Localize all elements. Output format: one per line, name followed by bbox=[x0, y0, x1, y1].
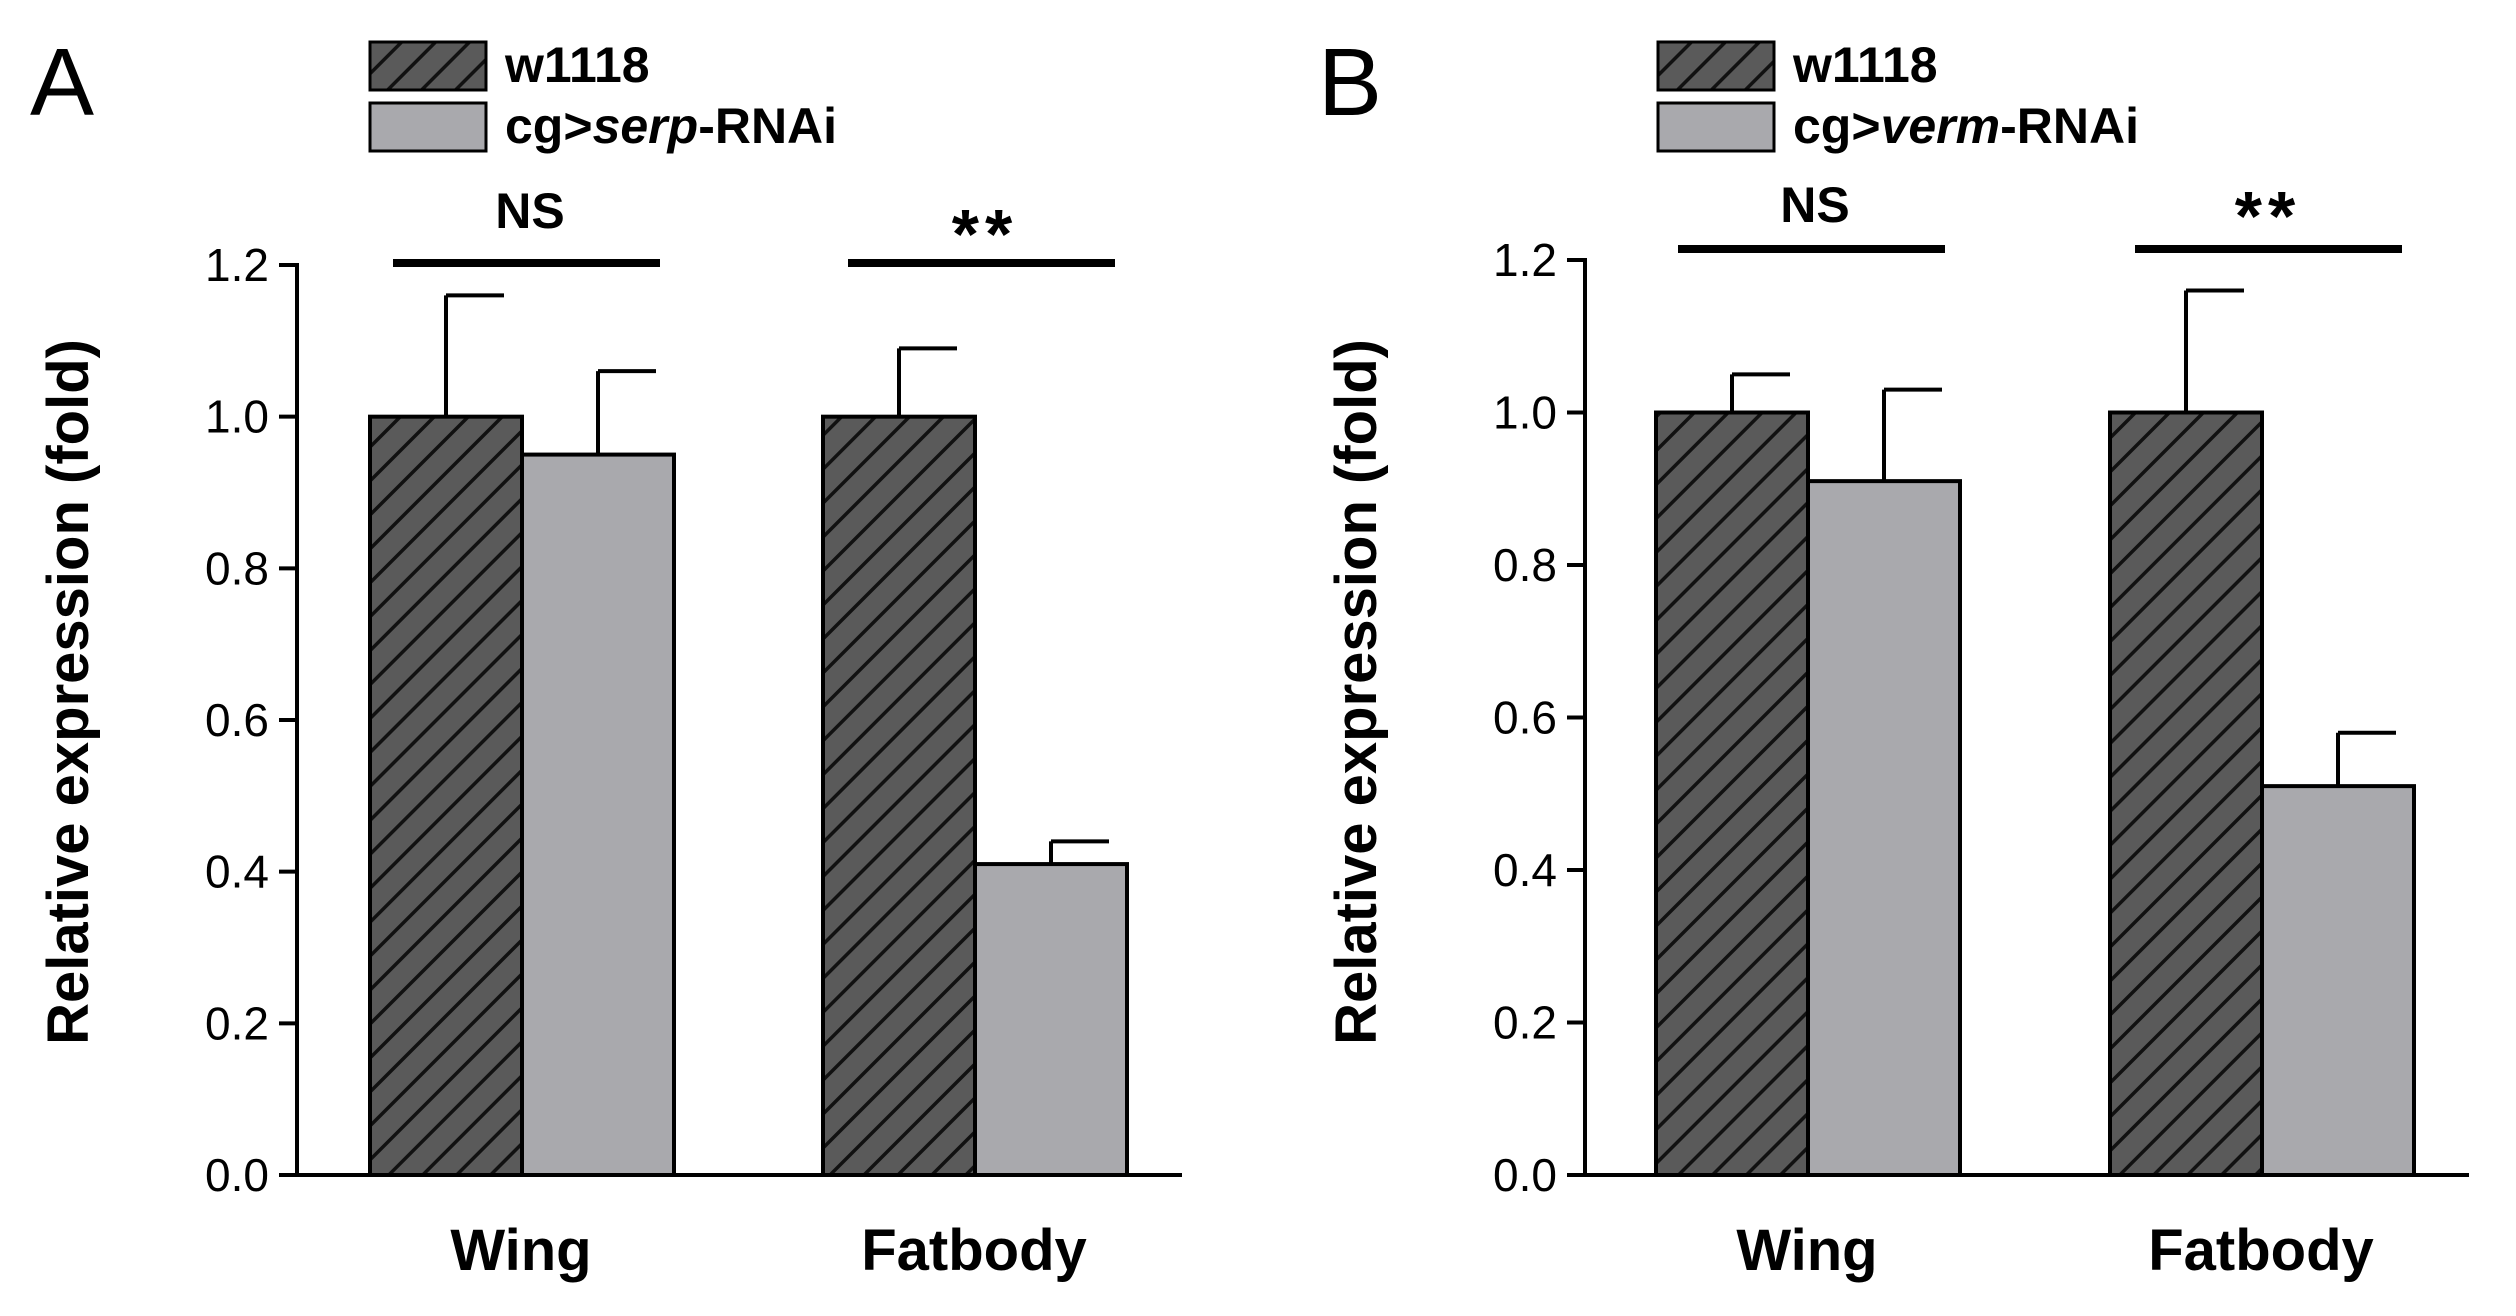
panel-b-wing-w1118-bar bbox=[1654, 410, 1810, 1177]
panel-b-legend-rnai-suffix: -RNAi bbox=[2000, 98, 2139, 154]
panel-b-wing-rnai-bar bbox=[1806, 479, 1962, 1177]
panel-b-bars bbox=[1654, 288, 2416, 1177]
panel-a: A w1118 cg>serp-RNAi Relative expression… bbox=[30, 29, 1182, 1283]
panel-a-fatbody-w1118-bar bbox=[821, 414, 977, 1177]
panel-a-legend: w1118 cg>serp-RNAi bbox=[368, 37, 837, 154]
panel-b-y-tick-label-0: 0.0 bbox=[1493, 1149, 1557, 1201]
panel-b-legend-rnai-gene: verm bbox=[1881, 98, 2001, 154]
panel-b-legend-label-rnai: cg>verm-RNAi bbox=[1793, 98, 2139, 154]
panel-b-y-tick-label-2: 0.4 bbox=[1493, 844, 1557, 896]
panel-b-y-tick-label-1: 0.2 bbox=[1493, 997, 1557, 1049]
panel-a-legend-label-w1118: w1118 bbox=[504, 37, 650, 93]
panel-b-legend-swatch-w1118 bbox=[1656, 40, 1776, 92]
panel-b-legend-swatch-rnai bbox=[1656, 101, 1776, 153]
panel-a-wing-w1118-bar bbox=[368, 414, 524, 1177]
panel-b-fatbody-rnai-bar bbox=[2260, 784, 2416, 1177]
panel-a-legend-rnai-gene: serp bbox=[593, 98, 699, 154]
panel-a-y-tick-label-0: 0.0 bbox=[205, 1149, 269, 1201]
panel-b-y-axis-label: Relative expression (fold) bbox=[1324, 339, 1389, 1045]
panel-a-y-tick-label-2: 0.4 bbox=[205, 846, 269, 898]
panel-a-y-tick-label-1: 0.2 bbox=[205, 997, 269, 1049]
panel-a-legend-label-rnai: cg>serp-RNAi bbox=[505, 98, 837, 154]
panel-a-category-fatbody: Fatbody bbox=[861, 1218, 1087, 1283]
panel-b: B w1118 cg>verm-RNAi Relative expression… bbox=[1318, 29, 2469, 1283]
panel-b-legend-label-w1118: w1118 bbox=[1792, 37, 1938, 93]
panel-b-y-tick-label-6: 1.2 bbox=[1493, 234, 1557, 286]
panel-b-category-wing: Wing bbox=[1736, 1218, 1877, 1283]
panel-a-fatbody-rnai-bar bbox=[973, 862, 1129, 1177]
panel-b-category-fatbody: Fatbody bbox=[2148, 1218, 2374, 1283]
panel-a-bars bbox=[368, 293, 1129, 1178]
panel-a-sig-label-fatbody: ** bbox=[952, 195, 1018, 273]
panel-b-letter: B bbox=[1318, 29, 1382, 136]
panel-a-legend-swatch-rnai bbox=[368, 101, 488, 153]
panel-b-legend-rnai-prefix: cg> bbox=[1793, 98, 1881, 154]
panel-b-legend: w1118 cg>verm-RNAi bbox=[1656, 37, 2139, 154]
panel-b-sig-label-fatbody: ** bbox=[2235, 177, 2301, 255]
panel-a-legend-swatch-w1118 bbox=[368, 40, 488, 92]
panel-a-y-tick-label-6: 1.2 bbox=[205, 239, 269, 291]
panel-a-category-wing: Wing bbox=[450, 1218, 591, 1283]
panel-a-sig-label-wing: NS bbox=[495, 183, 564, 239]
panel-b-y-tick-label-5: 1.0 bbox=[1493, 387, 1557, 439]
panel-a-legend-rnai-prefix: cg> bbox=[505, 98, 593, 154]
panel-b-fatbody-w1118-bar bbox=[2108, 410, 2264, 1177]
panel-a-y-axis-label: Relative expression (fold) bbox=[36, 339, 101, 1045]
panel-a-y-axis: 0.0 0.2 0.4 0.6 0.8 1.0 1.2 bbox=[205, 239, 1182, 1201]
panel-a-letter: A bbox=[30, 29, 94, 136]
panel-a-y-tick-label-4: 0.8 bbox=[205, 542, 269, 594]
panel-a-y-tick-label-5: 1.0 bbox=[205, 391, 269, 443]
panel-a-wing-rnai-bar bbox=[520, 452, 676, 1178]
panel-b-sig-label-wing: NS bbox=[1780, 177, 1849, 233]
panel-b-y-tick-label-4: 0.8 bbox=[1493, 539, 1557, 591]
panel-b-y-tick-label-3: 0.6 bbox=[1493, 692, 1557, 744]
panel-a-legend-rnai-suffix: -RNAi bbox=[698, 98, 837, 154]
panel-a-y-tick-label-3: 0.6 bbox=[205, 694, 269, 746]
